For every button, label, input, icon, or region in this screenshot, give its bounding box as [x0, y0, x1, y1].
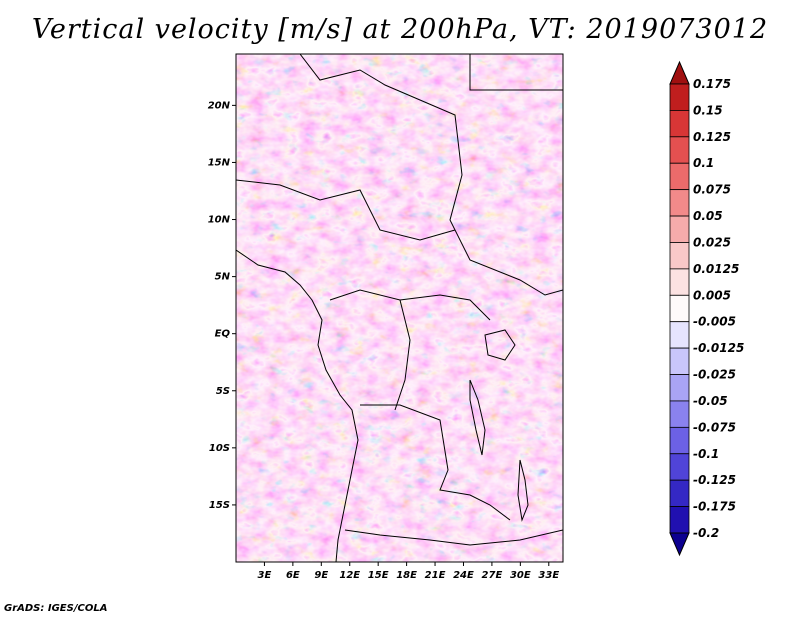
colorbar-segment: [669, 347, 690, 375]
colorbar-segment: [669, 400, 690, 428]
x-axis: 3E 6E 9E 12E 15E 18E 21E 24E 27E 30E 33E: [258, 562, 559, 581]
colorbar-label: 0.125: [693, 130, 731, 144]
colorbar-label: -0.2: [693, 526, 719, 540]
colorbar-segment: [669, 242, 690, 270]
y-tick-label: 15S: [209, 500, 230, 511]
lake-victoria: [484, 329, 516, 361]
colorbar-label: 0.005: [693, 288, 731, 302]
colorbar-segment: [669, 136, 690, 164]
colorbar-segment: [669, 506, 690, 534]
y-tick-label: 20N: [208, 100, 231, 111]
colorbar-label: -0.125: [693, 473, 736, 487]
y-tick-label: 5S: [216, 386, 230, 397]
colorbar-label: 0.05: [693, 209, 723, 223]
border-6: [469, 54, 563, 91]
chart-title: Vertical velocity [m/s] at 200hPa, VT: 2…: [31, 14, 769, 45]
y-tick-label: 5N: [215, 272, 231, 283]
grads-credit: GrADS: IGES/COLA: [4, 603, 108, 614]
lake-malawi: [517, 459, 529, 522]
colorbar-label: -0.0125: [693, 341, 744, 355]
velocity-field: [236, 54, 563, 562]
x-tick-label: 30E: [510, 570, 531, 581]
x-tick-label: 15E: [368, 570, 389, 581]
x-tick-label: 24E: [453, 570, 474, 581]
colorbar-segment: [669, 83, 690, 111]
x-tick-label: 6E: [286, 570, 300, 581]
colorbar-label: -0.075: [693, 420, 736, 434]
x-tick-label: 9E: [314, 570, 328, 581]
country-borders: [236, 54, 563, 562]
colorbar-label: -0.175: [693, 500, 736, 514]
x-tick-label: 33E: [538, 570, 559, 581]
border-4: [360, 404, 511, 521]
colorbar-label: -0.05: [693, 394, 728, 408]
y-tick-label: 10S: [209, 443, 230, 454]
x-tick-label: 12E: [339, 570, 360, 581]
border-3: [329, 289, 491, 321]
map-frame: [235, 53, 564, 563]
colorbar-segment: [669, 215, 690, 243]
x-tick-label: 27E: [482, 570, 503, 581]
coastline-west: [236, 249, 359, 562]
colorbar-label: 0.075: [693, 183, 731, 197]
colorbar-segment: [669, 426, 690, 455]
y-tick-label: EQ: [215, 329, 231, 340]
x-tick-label: 21E: [425, 570, 446, 581]
colorbar-segment: [669, 453, 690, 481]
colorbar-label: -0.025: [693, 368, 736, 382]
map-panel: [235, 53, 564, 563]
colorbar-label: -0.1: [693, 447, 719, 461]
colorbar-label: 0.1: [693, 156, 714, 170]
colorbar-segment: [669, 374, 690, 402]
colorbar-segment: [669, 162, 690, 191]
lake-tanganyika: [469, 379, 486, 456]
colorbar-segment: [669, 268, 690, 296]
y-tick-label: 15N: [208, 157, 231, 168]
colorbar-bottom-arrow: [669, 532, 690, 557]
colorbar-label: 0.025: [693, 235, 731, 249]
colorbar-segment: [669, 110, 690, 138]
colorbar-segment: [669, 294, 690, 323]
y-axis: 20N 15N 10N 5N EQ 5S 10S 15S: [208, 100, 236, 511]
colorbar-segment: [669, 189, 690, 217]
border-5: [344, 529, 563, 546]
colorbar-top-arrow: [669, 60, 690, 85]
y-tick-label: 10N: [208, 215, 231, 226]
colorbar-label: 0.15: [693, 103, 723, 117]
border-2: [236, 179, 456, 241]
colorbar-segment: [669, 479, 690, 507]
x-tick-label: 18E: [396, 570, 417, 581]
border-1: [299, 54, 563, 296]
colorbar-label: 0.0125: [693, 262, 739, 276]
colorbar-label: -0.005: [693, 315, 736, 329]
colorbar: 0.175 0.15 0.125 0.1 0.075 0.05 0.025 0.0125 0.0…: [669, 60, 744, 557]
colorbar-segment: [669, 321, 690, 349]
colorbar-label: 0.175: [693, 77, 731, 91]
x-tick-label: 3E: [258, 570, 272, 581]
border-7: [394, 299, 411, 411]
